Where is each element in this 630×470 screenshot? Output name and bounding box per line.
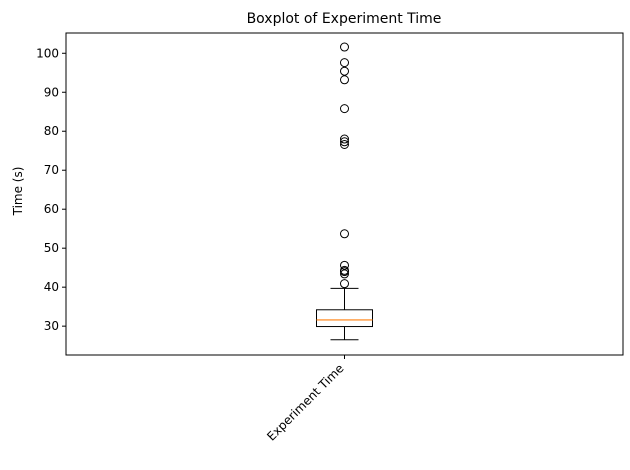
y-tick-label: 70 (44, 163, 59, 177)
outlier-point (340, 58, 349, 68)
outlier-point (340, 269, 349, 279)
y-tick-label: 90 (44, 85, 59, 99)
iqr-box (316, 309, 373, 328)
outlier-point (340, 137, 349, 147)
outlier-point (340, 265, 349, 275)
y-axis: 30 40 50 60 70 80 90 100 (36, 46, 66, 333)
x-axis: Experiment Time (264, 355, 347, 444)
outlier-point (340, 279, 349, 289)
outlier-point (340, 229, 349, 239)
outlier-point (340, 260, 349, 270)
outlier-point (340, 75, 349, 85)
chart-title: Boxplot of Experiment Time (247, 11, 442, 27)
y-axis-label: Time (s) (11, 167, 25, 217)
y-tick-label: 30 (44, 319, 59, 333)
outlier-point (340, 134, 349, 144)
x-tick-label: Experiment Time (264, 361, 346, 443)
y-tick-label: 60 (44, 202, 59, 216)
y-tick-label: 40 (44, 280, 59, 294)
boxes-layer (316, 42, 373, 341)
y-tick-label: 50 (44, 241, 59, 255)
y-tick-label: 80 (44, 124, 59, 138)
outlier-point (340, 139, 349, 149)
outlier-point (340, 42, 349, 52)
outlier-point (340, 66, 349, 76)
outlier-point (340, 104, 349, 114)
y-tick-label: 100 (36, 46, 59, 60)
